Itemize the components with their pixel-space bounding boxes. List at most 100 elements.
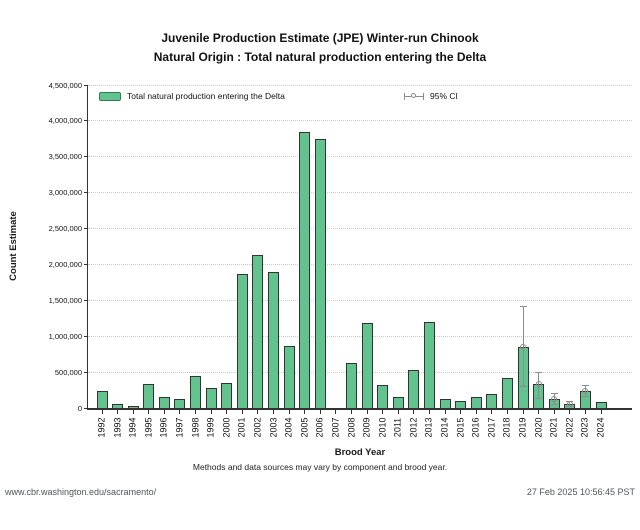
x-tick-mark <box>584 409 586 414</box>
bar-2006 <box>314 138 326 408</box>
y-tick-label: 2,000,000 <box>48 259 82 269</box>
ci-cap-bottom-2020 <box>535 397 543 399</box>
x-tick-label: 2024 <box>595 417 606 438</box>
x-tick-mark <box>413 409 415 414</box>
x-tick-mark <box>397 409 399 414</box>
x-tick-label: 1996 <box>158 417 169 438</box>
legend-series-swatch <box>99 91 121 101</box>
x-tick-label: 2001 <box>236 417 247 438</box>
gridline <box>88 156 632 158</box>
x-tick-label: 2009 <box>361 417 372 438</box>
x-tick-mark <box>179 409 181 414</box>
bar-2024 <box>595 401 607 408</box>
ci-marker-2022 <box>566 401 573 408</box>
y-tick-label: 3,000,000 <box>48 188 82 198</box>
x-tick-mark <box>195 409 197 414</box>
x-tick-label: 2018 <box>501 417 512 438</box>
x-tick-mark <box>241 409 243 414</box>
ci-cap-bottom-2023 <box>581 396 589 398</box>
bar-2009 <box>361 323 373 408</box>
y-tick-label: 0 <box>77 403 82 413</box>
y-tick-mark <box>84 156 88 158</box>
x-tick-label: 1992 <box>96 417 107 438</box>
gridline <box>88 120 632 122</box>
x-tick-mark <box>506 409 508 414</box>
x-tick-mark <box>538 409 540 414</box>
x-tick-label: 1997 <box>174 417 185 438</box>
bar-2017 <box>486 394 498 408</box>
bar-2010 <box>377 385 389 408</box>
bar-2008 <box>346 363 357 408</box>
bar-1997 <box>174 398 186 408</box>
y-tick-mark <box>84 228 88 230</box>
x-tick-label: 2020 <box>533 417 544 438</box>
x-tick-label: 2002 <box>252 417 263 438</box>
x-tick-label: 2015 <box>455 417 466 438</box>
x-tick-mark <box>319 409 321 414</box>
gridline <box>88 192 632 194</box>
x-tick-label: 1999 <box>205 417 216 438</box>
ci-cap-bottom-2019 <box>519 385 527 387</box>
x-axis-title: Brood Year <box>334 447 386 458</box>
bar-2018 <box>501 377 513 408</box>
bar-2013 <box>423 321 435 408</box>
x-tick-mark <box>117 409 119 414</box>
y-tick-label: 1,500,000 <box>48 295 82 305</box>
x-tick-mark <box>304 409 306 414</box>
x-tick-mark <box>491 409 493 414</box>
x-tick-mark <box>210 409 212 414</box>
x-tick-mark <box>428 409 430 414</box>
x-axis-line <box>86 408 632 410</box>
gridline <box>88 335 632 337</box>
x-tick-mark <box>475 409 477 414</box>
bar-2005 <box>299 132 311 408</box>
bar-1994 <box>127 405 139 408</box>
ci-marker-2021 <box>551 396 558 403</box>
ci-marker-2019 <box>520 343 527 350</box>
y-tick-label: 2,500,000 <box>48 224 82 234</box>
gridline <box>88 84 632 86</box>
x-tick-label: 2021 <box>548 417 559 438</box>
x-tick-mark <box>288 409 290 414</box>
bar-2012 <box>408 369 420 408</box>
y-tick-label: 500,000 <box>54 367 82 377</box>
x-tick-label: 2010 <box>377 417 388 438</box>
legend-series-entry: Total natural production entering the De… <box>99 91 285 101</box>
x-tick-mark <box>163 409 165 414</box>
x-tick-label: 2013 <box>423 417 434 438</box>
y-tick-mark <box>84 84 88 86</box>
y-tick-mark <box>84 407 88 409</box>
y-axis-title: Count Estimate <box>8 211 19 281</box>
x-tick-label: 2012 <box>408 417 419 438</box>
x-tick-mark <box>257 409 259 414</box>
x-tick-label: 2007 <box>330 417 341 438</box>
x-tick-label: 2000 <box>221 417 232 438</box>
y-tick-label: 3,500,000 <box>48 152 82 162</box>
ci-cap-top-2023 <box>581 385 589 387</box>
x-tick-label: 1993 <box>112 417 123 438</box>
y-axis-line <box>86 85 88 409</box>
x-tick-label: 1994 <box>127 417 138 438</box>
x-tick-mark <box>335 409 337 414</box>
bar-1996 <box>158 397 170 408</box>
x-tick-label: 2011 <box>392 417 403 438</box>
bar-2003 <box>268 272 280 408</box>
x-tick-label: 2004 <box>283 417 294 438</box>
x-tick-mark <box>569 409 571 414</box>
bar-1992 <box>96 390 108 408</box>
x-tick-mark <box>226 409 228 414</box>
y-tick-mark <box>84 299 88 301</box>
x-tick-mark <box>382 409 384 414</box>
ci-cap-top-2021 <box>550 393 558 395</box>
gridline <box>88 228 632 230</box>
x-tick-mark <box>351 409 352 414</box>
bar-2002 <box>252 255 264 408</box>
gridline <box>88 371 632 373</box>
y-tick-mark <box>84 335 88 337</box>
bar-2011 <box>392 396 404 408</box>
methods-note: Methods and data sources may vary by com… <box>192 462 448 472</box>
legend-ci-entry: 95% CI <box>404 91 458 101</box>
x-tick-mark <box>522 409 524 414</box>
